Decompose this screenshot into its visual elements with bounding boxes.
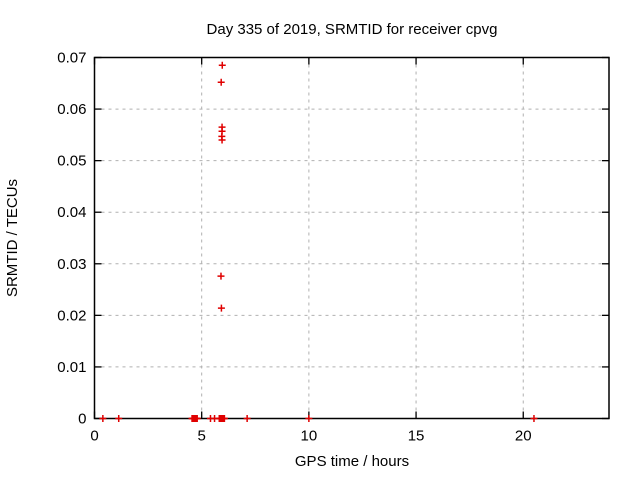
data-point <box>243 415 251 422</box>
y-tick-label: 0.06 <box>57 101 86 118</box>
y-tick-label: 0.04 <box>57 204 86 221</box>
x-tick-label: 20 <box>515 428 532 445</box>
y-tick-label: 0.03 <box>57 256 86 273</box>
data-point <box>217 272 225 280</box>
y-tick-label: 0.07 <box>57 50 86 67</box>
axis-border-layer <box>93 56 610 420</box>
data-points-layer <box>99 61 538 422</box>
x-tick-label: 10 <box>301 428 318 445</box>
x-axis-label: GPS time / hours <box>295 453 409 470</box>
data-point <box>218 136 226 144</box>
data-point <box>115 415 123 422</box>
y-tick-label: 0.01 <box>57 359 86 376</box>
data-point <box>220 415 228 422</box>
y-tick-label: 0 <box>78 411 86 428</box>
x-tick-label: 15 <box>408 428 425 445</box>
data-point <box>530 415 538 422</box>
tick-label-layer: 0 5 10 15 20 0 0.01 0.02 0.03 0.04 0.05 0.06 0.07 <box>57 50 531 445</box>
data-point <box>99 415 107 422</box>
data-point <box>217 78 225 86</box>
chart-title: Day 335 of 2019, SRMTID for receiver cpv… <box>207 21 498 38</box>
plot-border <box>93 56 610 420</box>
y-tick-label: 0.02 <box>57 307 86 324</box>
grid-layer <box>94 57 609 419</box>
y-axis-label: SRMTID / TECUs <box>4 179 21 297</box>
data-point <box>217 304 225 312</box>
data-point <box>193 415 201 422</box>
data-point <box>305 415 313 422</box>
x-tick-label: 0 <box>90 428 98 445</box>
x-tick-label: 5 <box>198 428 206 445</box>
data-point <box>218 61 226 69</box>
y-tick-label: 0.05 <box>57 153 86 170</box>
